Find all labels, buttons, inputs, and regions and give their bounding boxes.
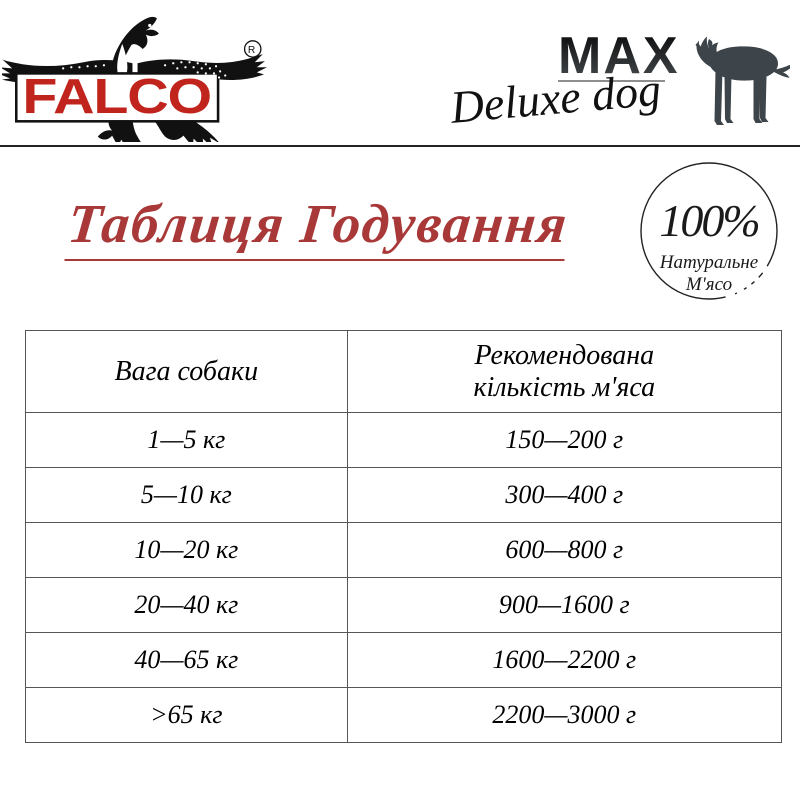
svg-text:100%: 100% bbox=[659, 195, 758, 246]
svg-text:FALCO: FALCO bbox=[22, 70, 211, 124]
svg-text:R: R bbox=[248, 45, 255, 56]
svg-text:Deluxe dog: Deluxe dog bbox=[450, 64, 663, 133]
svg-text:Натуральне: Натуральне bbox=[659, 252, 758, 273]
svg-text:М'ясо: М'ясо bbox=[685, 274, 732, 295]
